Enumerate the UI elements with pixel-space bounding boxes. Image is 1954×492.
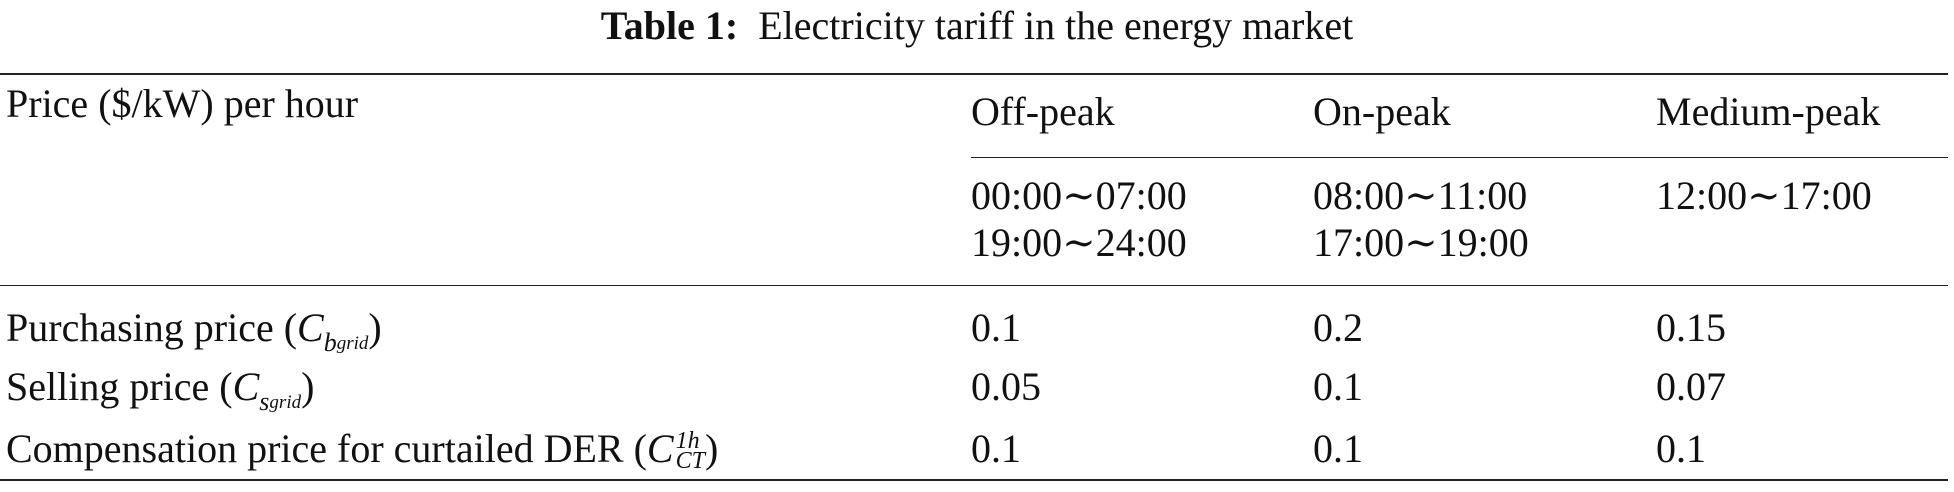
- label-close: ): [368, 305, 382, 350]
- row-header-title: Price ($/kW) per hour: [6, 81, 359, 126]
- label-text: Purchasing price (: [6, 305, 298, 350]
- sub-subscript: grid: [269, 392, 302, 413]
- price-value: 0.2: [1313, 305, 1363, 350]
- period: 19:00∼24:00: [971, 220, 1187, 265]
- label-text: Compensation price for curtailed DER (: [6, 426, 647, 471]
- mid-rule: [971, 157, 1948, 158]
- label-text: Selling price (: [6, 364, 233, 409]
- price-value: 0.15: [1656, 305, 1726, 350]
- price-value: 0.1: [971, 305, 1021, 350]
- row-label: Compensation price for curtailed DER (C 1…: [6, 425, 718, 473]
- sub-subscript: grid: [336, 333, 369, 354]
- price-value: 0.1: [1313, 364, 1363, 409]
- price-value: 0.07: [1656, 364, 1726, 409]
- top-rule: [0, 73, 1948, 75]
- caption-label: Table 1:: [600, 3, 739, 48]
- subscript: CT: [675, 448, 705, 474]
- subscript: s: [259, 387, 270, 416]
- symbol: C: [297, 305, 324, 350]
- superscript: 1h: [675, 428, 700, 454]
- period: 08:00∼11:00: [1313, 173, 1528, 218]
- period: 00:00∼07:00: [971, 173, 1187, 218]
- sup-sub: 1h CT: [675, 428, 705, 474]
- price-value: 0.1: [1313, 426, 1363, 471]
- caption-text: Electricity tariff in the energy market: [758, 3, 1354, 48]
- row-label: Purchasing price (Cbgrid): [6, 304, 382, 368]
- period: 17:00∼19:00: [1313, 220, 1529, 265]
- bottom-rule: [0, 479, 1948, 481]
- price-value: 0.05: [971, 364, 1041, 409]
- label-close: ): [301, 364, 315, 409]
- row-label: Selling price (Csgrid): [6, 363, 314, 427]
- symbol: C: [232, 364, 260, 409]
- column-header: On-peak: [1313, 89, 1451, 134]
- price-value: 0.1: [971, 426, 1021, 471]
- symbol: C: [646, 426, 674, 471]
- column-header: Off-peak: [971, 89, 1115, 134]
- price-value: 0.1: [1656, 426, 1706, 471]
- header-rule: [0, 285, 1948, 286]
- table-caption: Table 1: Electricity tariff in the energ…: [0, 2, 1954, 50]
- subscript: b: [323, 328, 337, 357]
- column-header: Medium-peak: [1656, 89, 1881, 134]
- period: 12:00∼17:00: [1656, 173, 1872, 218]
- label-close: ): [704, 426, 719, 471]
